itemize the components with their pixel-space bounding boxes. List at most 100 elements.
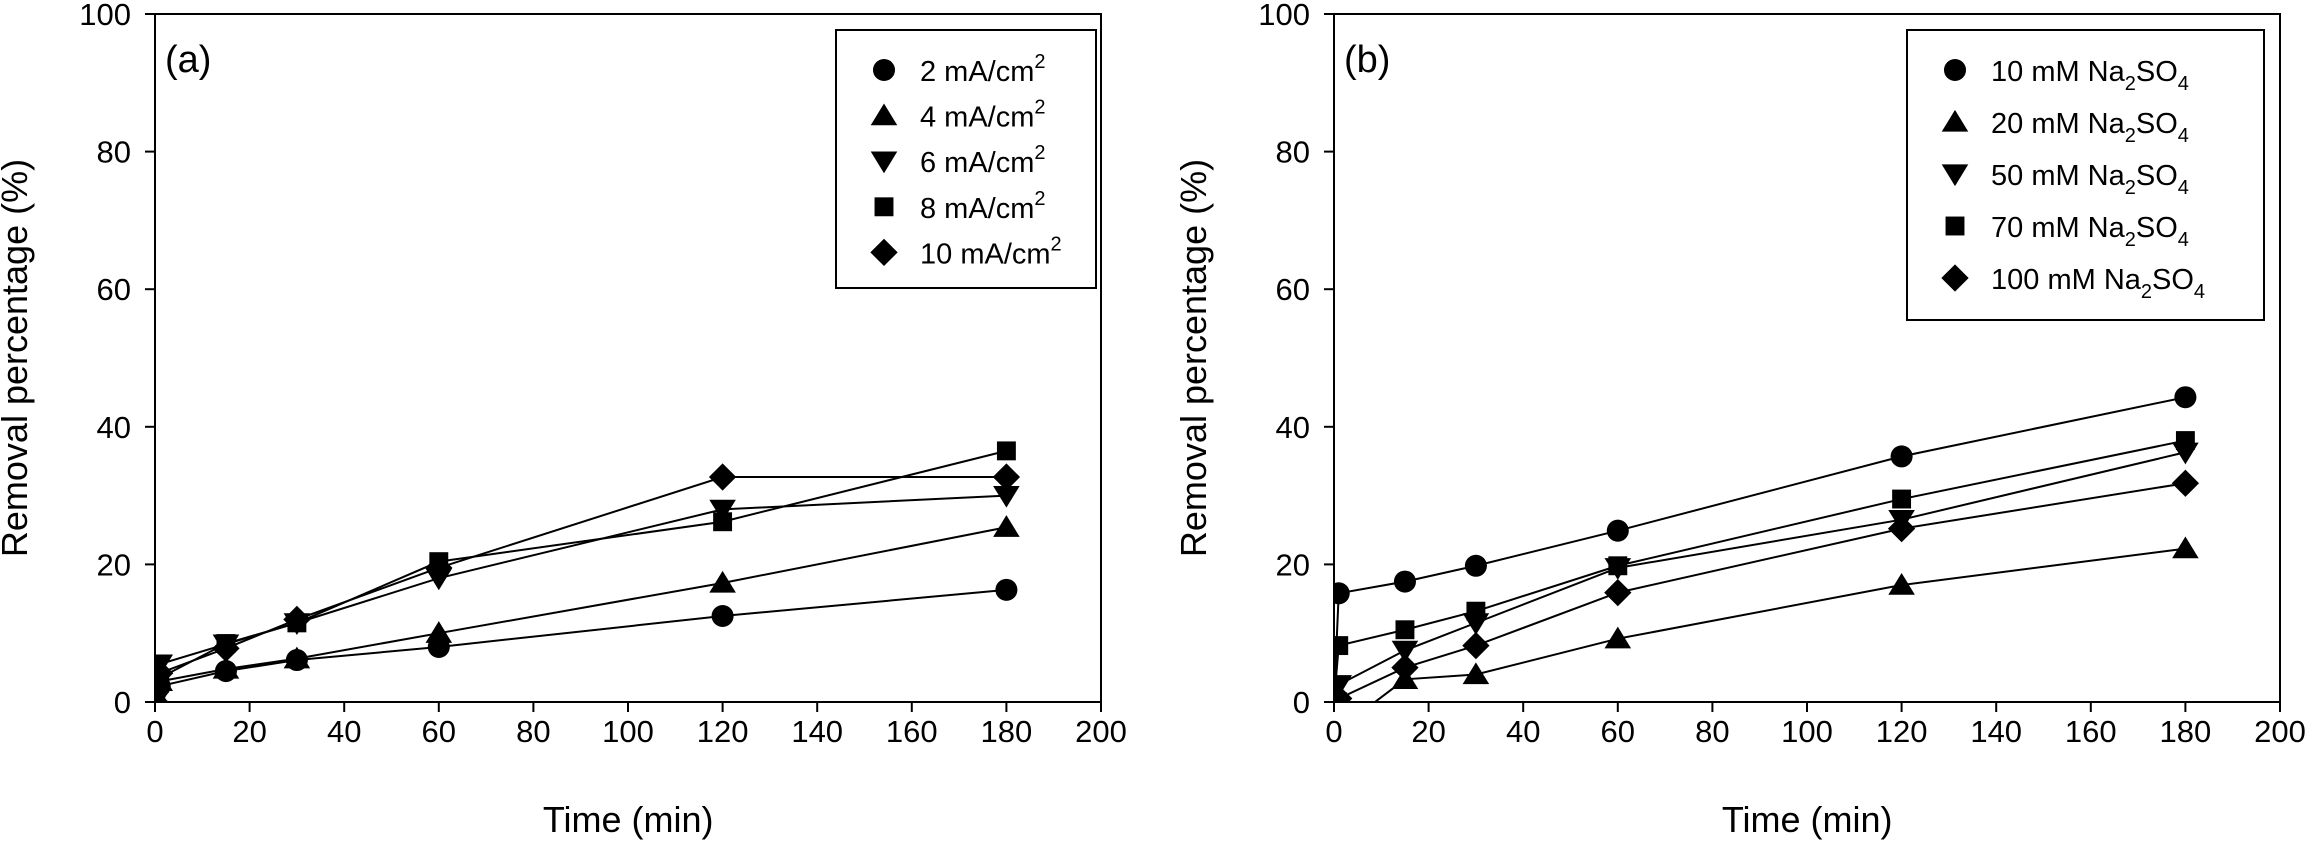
- x-tick-label: 40: [327, 714, 361, 749]
- data-point-s2: [2172, 536, 2199, 559]
- legend: 10 mM Na2SO4 20 mM Na2SO4 50 mM Na2SO4 70 m…: [1906, 29, 2265, 321]
- series-line-4: [155, 449, 1007, 702]
- data-point-s2: [709, 570, 736, 593]
- legend-marker: [874, 197, 894, 217]
- x-tick-label: 60: [422, 714, 456, 749]
- y-axis-label: Removal percentage (%): [0, 159, 35, 557]
- data-point-s4: [1334, 636, 1349, 656]
- x-tick-label: 20: [232, 714, 266, 749]
- legend-marker: [1941, 164, 1969, 187]
- data-point-s1: [1464, 554, 1487, 577]
- data-point-s2: [425, 621, 453, 643]
- x-tick-label: 120: [697, 714, 749, 749]
- series-line-1: [1334, 396, 2186, 702]
- x-tick-label: 0: [1325, 714, 1342, 749]
- x-tick-label: 180: [981, 714, 1033, 749]
- data-point-s5: [155, 659, 174, 687]
- legend-marker: [1941, 109, 1969, 132]
- x-tick-label: 100: [602, 714, 654, 749]
- data-point-s4: [1466, 601, 1486, 621]
- panel-label: (b): [1344, 39, 1390, 81]
- legend-entry: 2 mA/cm2: [920, 51, 1046, 88]
- legend-marker: [870, 238, 898, 267]
- data-point-s4: [996, 441, 1016, 461]
- data-point-s2: [1462, 662, 1490, 685]
- data-point-s4: [1892, 489, 1912, 509]
- y-tick-label: 40: [97, 410, 131, 445]
- x-tick-label: 200: [2254, 714, 2306, 749]
- data-point-s2: [283, 646, 311, 669]
- x-tick-label: 100: [1781, 714, 1833, 749]
- legend: 2 mA/cm2 4 mA/cm2 6 mA/cm2 8 mA/cm2 10 mA/cm…: [835, 29, 1097, 289]
- x-tick-label: 200: [1075, 714, 1127, 749]
- data-point-s5: [283, 605, 311, 634]
- y-tick-label: 80: [1276, 135, 1310, 170]
- legend-entry: 70 mM Na2SO4: [1991, 212, 2189, 251]
- data-point-s4: [1395, 620, 1415, 640]
- legend-entry: 50 mM Na2SO4: [1991, 160, 2189, 199]
- x-tick-label: 60: [1601, 714, 1635, 749]
- x-tick-label: 40: [1506, 714, 1540, 749]
- x-tick-label: 80: [1695, 714, 1729, 749]
- y-tick-label: 20: [97, 547, 131, 582]
- data-point-s2: [1888, 572, 1915, 595]
- legend-marker: [1943, 58, 1967, 82]
- y-tick-label: 0: [1293, 685, 1310, 720]
- data-point-s5: [1462, 631, 1490, 660]
- x-tick-label: 20: [1411, 714, 1445, 749]
- data-point-s5: [425, 554, 453, 582]
- y-tick-label: 60: [97, 272, 131, 307]
- data-point-s3: [993, 485, 1020, 508]
- legend-entry: 10 mA/cm2: [920, 233, 1062, 270]
- series-line-2: [155, 526, 1007, 702]
- data-point-s2: [993, 515, 1020, 537]
- data-point-s5: [992, 463, 1021, 491]
- data-point-s3: [1391, 640, 1419, 663]
- data-point-s4: [713, 512, 733, 532]
- data-point-s5: [2171, 469, 2200, 497]
- series-line-4: [1334, 439, 2186, 702]
- x-axis-label: Time (min): [1722, 799, 1893, 840]
- series-line-3: [155, 494, 1007, 702]
- chart-panel-1: 0 20 40 60 80 100 120 140 160 180 200 0 20 40 60 80 100 T…: [0, 0, 1127, 840]
- data-point-s5: [212, 634, 240, 662]
- series-line-5: [155, 476, 1007, 702]
- data-point-s1: [1606, 519, 1629, 542]
- y-tick-label: 100: [79, 0, 131, 32]
- y-tick-label: 20: [1276, 547, 1310, 582]
- data-point-s1: [1393, 570, 1416, 593]
- x-tick-label: 120: [1876, 714, 1928, 749]
- legend-entry: 6 mA/cm2: [920, 142, 1046, 179]
- legend-marker: [870, 151, 898, 174]
- series-line-5: [1334, 482, 2186, 702]
- data-point-s2: [212, 656, 240, 679]
- series-group: [155, 441, 1021, 702]
- data-point-s5: [1887, 514, 1916, 543]
- legend-marker: [872, 58, 896, 82]
- data-point-s2: [1604, 626, 1632, 649]
- y-tick-label: 60: [1276, 272, 1310, 307]
- x-tick-label: 160: [886, 714, 938, 749]
- data-point-s1: [711, 604, 734, 628]
- panel-label: (a): [165, 39, 211, 81]
- y-tick-label: 100: [1258, 0, 1310, 32]
- x-tick-label: 180: [2160, 714, 2212, 749]
- data-point-s5: [708, 463, 737, 491]
- series-group: [1334, 386, 2200, 702]
- data-point-s5: [1391, 653, 1419, 682]
- data-point-s1: [1890, 445, 1913, 468]
- legend-entry: 20 mM Na2SO4: [1991, 108, 2189, 147]
- y-tick-label: 0: [114, 685, 131, 720]
- y-tick-label: 80: [97, 135, 131, 170]
- data-point-s1: [2174, 386, 2197, 409]
- legend-marker: [870, 103, 898, 126]
- legend-entry: 100 mM Na2SO4: [1991, 264, 2205, 303]
- series-line-1: [155, 588, 1007, 702]
- data-point-s3: [709, 499, 736, 522]
- x-tick-label: 160: [2065, 714, 2117, 749]
- legend-entry: 4 mA/cm2: [920, 97, 1046, 134]
- data-point-s5: [1604, 578, 1632, 607]
- legend-marker: [1945, 216, 1965, 236]
